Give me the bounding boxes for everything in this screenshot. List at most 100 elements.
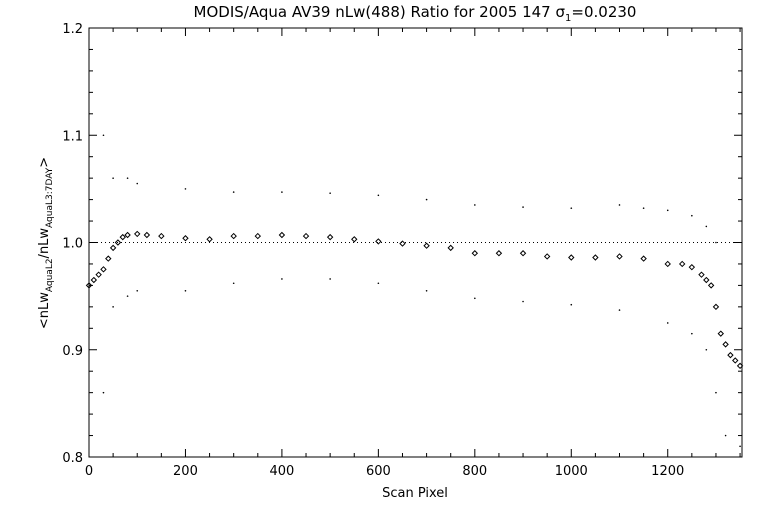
- data-point-lower: [136, 289, 139, 292]
- data-point-lower: [281, 278, 283, 280]
- data-point-lower: [184, 289, 187, 292]
- data-point-upper: [102, 134, 105, 137]
- data-point-mean: [302, 232, 310, 240]
- data-point-lower: [724, 434, 727, 437]
- data-point-upper: [522, 206, 524, 208]
- chart-title-sigma: σ: [556, 3, 566, 21]
- x-tick-label: 0: [85, 464, 93, 479]
- y-axis-label-close: >: [37, 157, 52, 168]
- data-point-lower: [425, 289, 428, 292]
- data-point-mean: [707, 282, 715, 289]
- data-point-upper: [666, 209, 669, 212]
- y-axis-label-sub1: AquaL2: [45, 258, 55, 292]
- data-point-mean: [230, 232, 237, 240]
- chart-title-main: MODIS/Aqua AV39 nLw(488) Ratio for 2005 …: [194, 3, 556, 21]
- data-point-upper: [691, 214, 693, 217]
- data-point-mean: [109, 244, 117, 252]
- y-axis-label: <nLwAquaL2/nLwAquaL3:7DAY>: [37, 157, 55, 329]
- data-point-upper: [425, 198, 428, 201]
- data-point-upper: [136, 182, 139, 185]
- data-point-lower: [112, 306, 114, 308]
- data-point-mean: [119, 233, 126, 241]
- series-lower-envelope: [102, 278, 741, 448]
- data-point-mean: [712, 303, 720, 311]
- data-point-mean: [703, 276, 710, 284]
- data-point-mean: [85, 282, 93, 289]
- data-point-mean: [519, 250, 527, 257]
- data-point-mean: [182, 235, 189, 242]
- data-point-mean: [732, 357, 739, 364]
- data-point-upper: [232, 191, 235, 193]
- y-tick-label: 1.1: [62, 129, 83, 144]
- data-point-mean: [278, 231, 286, 239]
- y-tick-label: 1.0: [62, 237, 83, 252]
- data-point-mean: [399, 240, 406, 247]
- y-axis: 0.8 0.9 1.0 1.1 1.2: [62, 22, 742, 466]
- data-point-lower: [715, 391, 717, 394]
- y-tick-label: 1.2: [62, 22, 83, 37]
- data-point-upper: [570, 207, 573, 209]
- data-point-lower: [739, 445, 741, 448]
- data-point-mean: [90, 276, 98, 284]
- data-point-mean: [423, 242, 430, 249]
- data-point-lower: [232, 282, 235, 285]
- data-point-lower: [618, 309, 621, 311]
- data-point-upper: [112, 177, 114, 179]
- x-tick-label: 1000: [555, 464, 588, 479]
- data-point-upper: [126, 177, 129, 179]
- data-point-upper: [184, 188, 187, 190]
- x-tick-label: 800: [462, 464, 487, 479]
- data-point-upper: [642, 207, 645, 209]
- data-point-upper: [474, 204, 476, 206]
- chart-title: MODIS/Aqua AV39 nLw(488) Ratio for 2005 …: [194, 3, 637, 24]
- data-point-mean: [722, 341, 729, 348]
- data-point-mean: [568, 254, 575, 261]
- data-point-lower: [377, 282, 380, 285]
- data-point-mean: [124, 231, 131, 239]
- x-tick-label: 1200: [651, 464, 684, 479]
- chart-title-sigma-value: =0.0230: [571, 3, 636, 21]
- data-point-mean: [447, 244, 454, 252]
- data-point-mean: [351, 236, 358, 243]
- data-point-lower: [522, 300, 524, 303]
- data-point-mean: [688, 263, 696, 271]
- data-point-mean: [206, 236, 213, 243]
- data-point-mean: [640, 255, 647, 262]
- data-point-mean: [375, 238, 382, 245]
- data-point-mean: [254, 232, 262, 240]
- x-axis: 0 200 400 600 800 1000 1200: [85, 28, 741, 479]
- data-point-mean: [143, 231, 151, 239]
- data-point-mean: [100, 266, 107, 273]
- data-point-lower: [102, 391, 105, 394]
- data-point-mean: [664, 260, 671, 268]
- data-point-lower: [570, 303, 573, 306]
- data-point-mean: [495, 250, 503, 257]
- data-point-mean: [727, 351, 734, 359]
- data-point-lower: [666, 322, 669, 324]
- data-point-mean: [114, 239, 122, 246]
- x-tick-label: 400: [269, 464, 294, 479]
- data-point-mean: [105, 255, 112, 262]
- plot-frame: [88, 27, 743, 458]
- y-axis-label-mid: /nLw: [37, 228, 52, 259]
- series-upper-envelope: [102, 134, 717, 244]
- data-point-mean: [736, 362, 744, 370]
- data-point-mean: [134, 230, 141, 238]
- data-point-upper: [281, 191, 283, 193]
- data-point-mean: [592, 254, 599, 261]
- data-point-lower: [126, 295, 129, 297]
- data-point-upper: [705, 225, 708, 228]
- data-point-upper: [329, 192, 331, 194]
- data-point-mean: [698, 271, 705, 278]
- data-point-mean: [95, 271, 102, 278]
- y-tick-label: 0.9: [62, 344, 83, 359]
- x-tick-label: 200: [173, 464, 198, 479]
- data-point-mean: [326, 233, 334, 241]
- data-point-lower: [691, 332, 693, 335]
- chart-title-sigma-subscript: 1: [565, 13, 571, 24]
- data-point-lower: [705, 348, 708, 351]
- x-tick-label: 600: [366, 464, 391, 479]
- y-axis-label-sub2: AquaL3:7DAY: [45, 167, 55, 228]
- series-mean-ratio: [85, 230, 744, 370]
